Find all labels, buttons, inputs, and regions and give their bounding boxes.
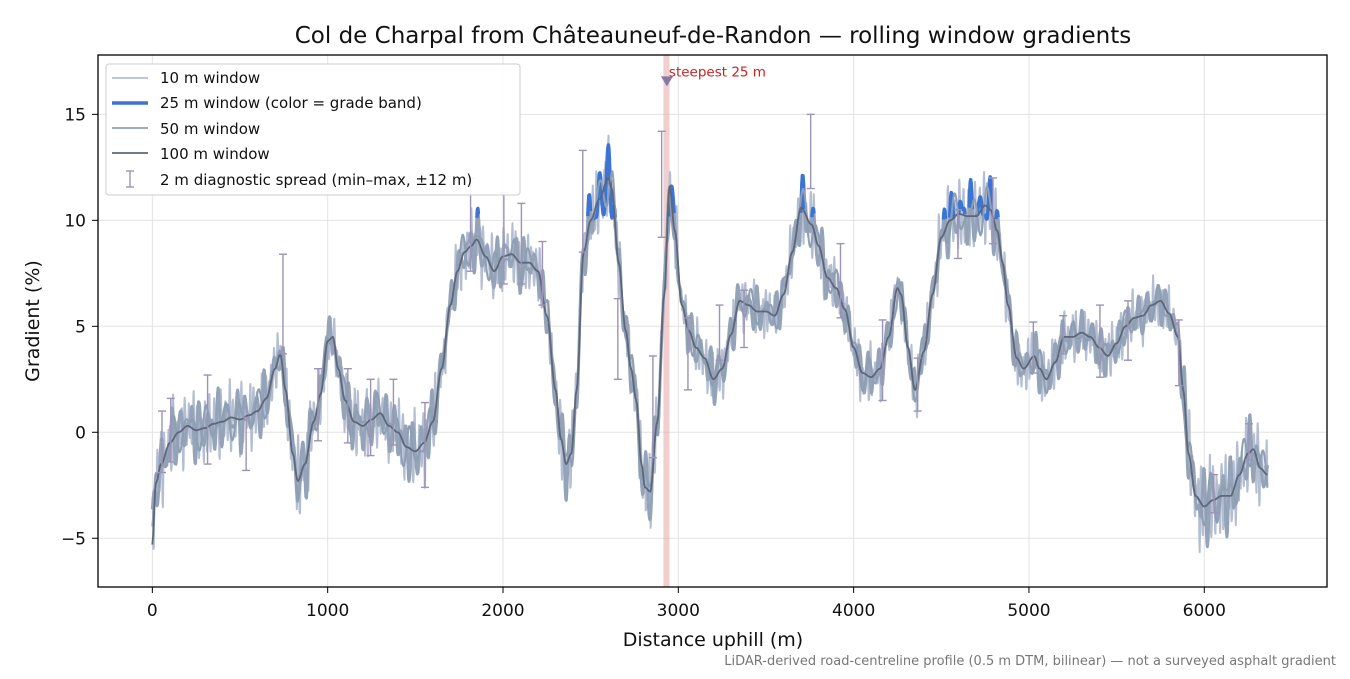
error-bar	[806, 113, 815, 190]
chart-title: Col de Charpal from Châteauneuf-de-Rando…	[295, 23, 1132, 49]
error-bar	[578, 149, 587, 253]
error-bar	[989, 177, 998, 245]
x-tick-label: 0	[147, 601, 158, 621]
error-bar	[613, 298, 622, 380]
series-25m-steep-segment	[591, 143, 617, 221]
error-bar	[740, 289, 749, 349]
legend-label-10m: 10 m window	[160, 69, 260, 87]
error-bar	[836, 242, 845, 319]
steepest-marker	[660, 76, 673, 87]
annotation-layer: steepest 25 m	[660, 64, 766, 87]
plot-frame	[97, 54, 1328, 588]
y-tick-label: −5	[61, 529, 86, 549]
series-25m-steep-segment	[810, 206, 816, 218]
legend-label-100m: 100 m window	[160, 145, 270, 163]
error-bar	[878, 319, 887, 402]
y-axis-label: Gradient (%)	[22, 260, 44, 382]
series-25m-steep-segment	[941, 207, 948, 220]
y-tick-label: 5	[75, 317, 86, 337]
legend-label-25m: 25 m window (color = grade band)	[160, 94, 422, 112]
error-bar	[242, 416, 251, 472]
error-bar	[1124, 300, 1133, 361]
y-tick-label: 15	[64, 105, 86, 125]
error-bar	[343, 367, 352, 444]
error-bar	[389, 378, 398, 446]
error-bar	[166, 397, 175, 463]
y-tick-label: 0	[75, 423, 86, 443]
steepest-band-layer	[663, 55, 670, 587]
error-bar	[203, 374, 212, 465]
error-bar	[366, 378, 375, 457]
error-bar	[715, 304, 724, 361]
series-25m-steep-segment	[994, 209, 1000, 220]
error-bar	[1244, 423, 1253, 461]
legend: 10 m window 25 m window (color = grade b…	[105, 63, 521, 196]
error-bar	[683, 317, 692, 391]
error-bar	[1029, 321, 1038, 374]
series-100m-line	[151, 177, 1268, 545]
series-25m-steep-segment	[967, 177, 975, 210]
error-bar	[1059, 315, 1068, 355]
error-bar	[314, 367, 323, 442]
x-axis-label: Distance uphill (m)	[623, 629, 803, 651]
footnote: LiDAR-derived road-centreline profile (0…	[724, 654, 1336, 669]
legend-label-errorbar: 2 m diagnostic spread (min–max, ±12 m)	[160, 171, 472, 189]
x-tick-label: 3000	[657, 601, 700, 621]
legend-box	[105, 63, 521, 196]
series-25m-steep-segment	[586, 193, 593, 217]
steepest-label: steepest 25 m	[669, 64, 766, 80]
legend-label-50m: 50 m window	[160, 120, 260, 138]
series-25m-steep-segment	[475, 206, 481, 219]
legend-swatch-errorbar	[126, 170, 134, 188]
error-bar	[657, 130, 666, 238]
error-bar	[538, 240, 547, 306]
error-bar	[913, 357, 922, 412]
error-bar	[157, 410, 166, 474]
x-tick-label: 5000	[1007, 601, 1050, 621]
x-tick-label: 2000	[481, 601, 524, 621]
error-bar	[1095, 304, 1104, 378]
error-bars	[157, 113, 1253, 514]
series-25m-steep-segment	[947, 190, 956, 219]
x-tick-label: 1000	[306, 601, 349, 621]
series-25m-steep-segment	[956, 199, 967, 215]
axis-ticks: 0 1000 2000 3000 4000 5000 6000 −5 0 5 10 15	[61, 105, 1226, 621]
error-bar	[420, 401, 429, 489]
x-tick-label: 4000	[832, 601, 875, 621]
error-bar	[1174, 319, 1183, 387]
y-tick-label: 10	[64, 211, 86, 231]
x-tick-label: 6000	[1183, 601, 1226, 621]
error-bar	[1209, 473, 1218, 514]
error-bar	[517, 202, 526, 285]
error-bar	[278, 253, 287, 355]
steepest-band	[663, 55, 670, 587]
series-50m-line	[151, 170, 1269, 527]
series-layer	[150, 134, 1269, 554]
error-bar	[648, 355, 657, 459]
error-bar	[953, 209, 962, 260]
